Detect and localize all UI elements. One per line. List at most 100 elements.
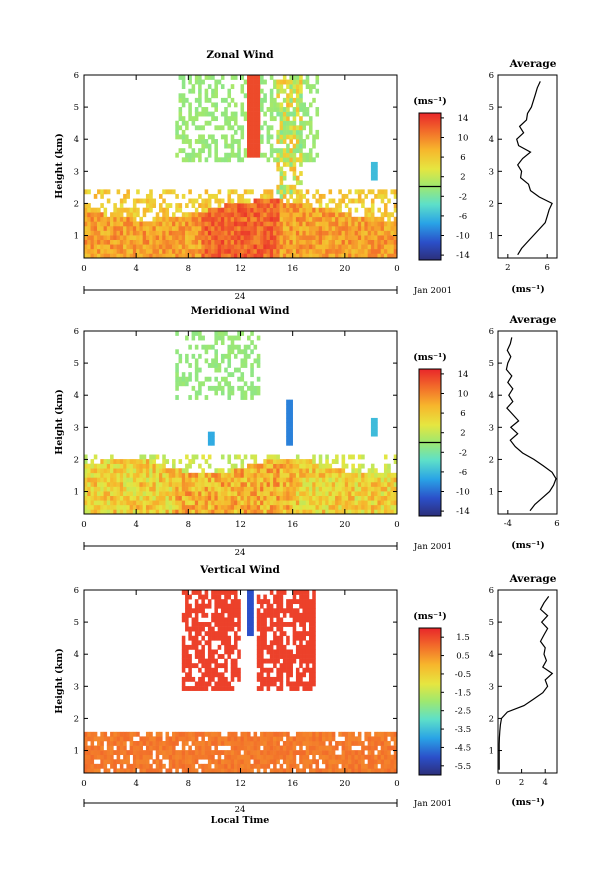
- heatmap-cell: [344, 740, 349, 746]
- heatmap-cell: [224, 622, 228, 627]
- heatmap-cell: [269, 463, 274, 469]
- heatmap-cell: [367, 477, 372, 483]
- heatmap-cell: [322, 754, 326, 760]
- heatmap-cell: [136, 212, 140, 218]
- heatmap-cell: [361, 239, 365, 245]
- heatmap-cell: [250, 221, 254, 227]
- heatmap-cell: [279, 459, 284, 464]
- heatmap-cell: [204, 509, 209, 515]
- heatmap-cell: [289, 672, 293, 678]
- heatmap-cell: [260, 612, 264, 618]
- heatmap-cell: [279, 207, 284, 213]
- heatmap-cell: [390, 768, 395, 774]
- heatmap-cell: [188, 157, 192, 163]
- heatmap-cell: [191, 84, 196, 90]
- heatmap-cell: [266, 676, 271, 682]
- x-tick-label: 4: [133, 520, 138, 530]
- heatmap-cell: [165, 459, 170, 464]
- average-frame: [497, 74, 558, 259]
- heatmap-cell: [367, 253, 372, 259]
- heatmap-cell: [315, 486, 320, 492]
- heatmap-cell: [256, 504, 261, 510]
- heatmap-cell: [211, 88, 215, 94]
- heatmap-cell: [286, 463, 290, 469]
- heatmap-cell: [106, 740, 111, 746]
- heatmap-cell: [116, 248, 121, 254]
- heatmap-cell: [351, 221, 355, 227]
- heatmap-cell: [145, 500, 150, 506]
- heatmap-cell: [178, 97, 183, 103]
- heatmap-cell: [237, 763, 241, 769]
- heatmap-cell: [305, 759, 310, 765]
- heatmap-cell: [93, 745, 98, 751]
- heatmap-cell: [331, 759, 336, 765]
- heatmap-cell: [201, 472, 205, 478]
- heatmap-cell: [289, 736, 293, 742]
- heatmap-cell: [230, 203, 235, 208]
- heatmap-cell: [175, 385, 179, 391]
- heatmap-cell: [87, 221, 91, 227]
- heatmap-cell: [348, 754, 352, 760]
- heatmap-cell: [207, 486, 212, 492]
- heatmap-cell: [129, 736, 134, 742]
- heatmap-cell: [328, 736, 333, 742]
- heatmap-cell: [335, 759, 339, 765]
- heatmap-cell: [299, 239, 303, 245]
- heatmap-cell: [136, 495, 140, 501]
- heatmap-cell: [263, 631, 267, 637]
- heatmap-cell: [113, 459, 117, 464]
- heatmap-cell: [207, 212, 212, 218]
- average-x-label: (ms⁻¹): [511, 284, 545, 295]
- heatmap-cell: [233, 203, 238, 208]
- heatmap-cell: [185, 654, 189, 659]
- heatmap-cell: [220, 239, 225, 245]
- heatmap-cell: [220, 631, 225, 637]
- heatmap-cell: [243, 198, 248, 204]
- heatmap-cell: [273, 736, 277, 742]
- heatmap-cell: [230, 225, 235, 231]
- heatmap-cell: [305, 686, 310, 691]
- heatmap-cell: [240, 745, 245, 751]
- heatmap-cell: [247, 207, 251, 213]
- heatmap-cell: [204, 768, 209, 774]
- heatmap-cell: [253, 468, 258, 474]
- heatmap-cell: [224, 481, 228, 487]
- heatmap-cell: [322, 486, 326, 492]
- heatmap-cell: [380, 193, 385, 199]
- heatmap-cell: [279, 745, 284, 751]
- heatmap-cell: [299, 107, 303, 112]
- heatmap-cell: [100, 750, 104, 756]
- heatmap-cell: [158, 750, 163, 756]
- heatmap-cell: [250, 381, 254, 387]
- heatmap-cell: [325, 759, 329, 765]
- heatmap-cell: [335, 248, 339, 254]
- heatmap-cell: [253, 745, 258, 751]
- heatmap-cell: [256, 102, 261, 108]
- heatmap-cell: [240, 207, 245, 213]
- heatmap-cell: [136, 509, 140, 515]
- heatmap-cell: [276, 736, 280, 742]
- heatmap-cell: [198, 622, 202, 627]
- heatmap-cell: [263, 216, 267, 222]
- heatmap-cell: [198, 590, 202, 595]
- average-profile-line: [498, 596, 554, 770]
- heatmap-cell: [322, 500, 326, 506]
- heatmap-cell: [393, 495, 398, 501]
- heatmap-cell: [152, 472, 157, 478]
- heatmap-cell: [181, 157, 186, 163]
- heatmap-cell: [269, 116, 274, 122]
- colorbar-tick-label: -2.5: [455, 707, 471, 717]
- heatmap-cell: [276, 635, 280, 641]
- heatmap-cell: [302, 759, 307, 765]
- heatmap-cell: [211, 768, 215, 774]
- heatmap-cell: [247, 88, 251, 94]
- heatmap-cell: [84, 221, 88, 227]
- heatmap-cell: [191, 459, 196, 464]
- heatmap-cell: [178, 353, 183, 359]
- heatmap-cell: [331, 198, 336, 204]
- heatmap-cell: [367, 230, 372, 236]
- heatmap-cell: [282, 495, 287, 501]
- heatmap-cell: [305, 745, 310, 751]
- heatmap-cell: [305, 189, 310, 195]
- heatmap-cell: [168, 745, 173, 751]
